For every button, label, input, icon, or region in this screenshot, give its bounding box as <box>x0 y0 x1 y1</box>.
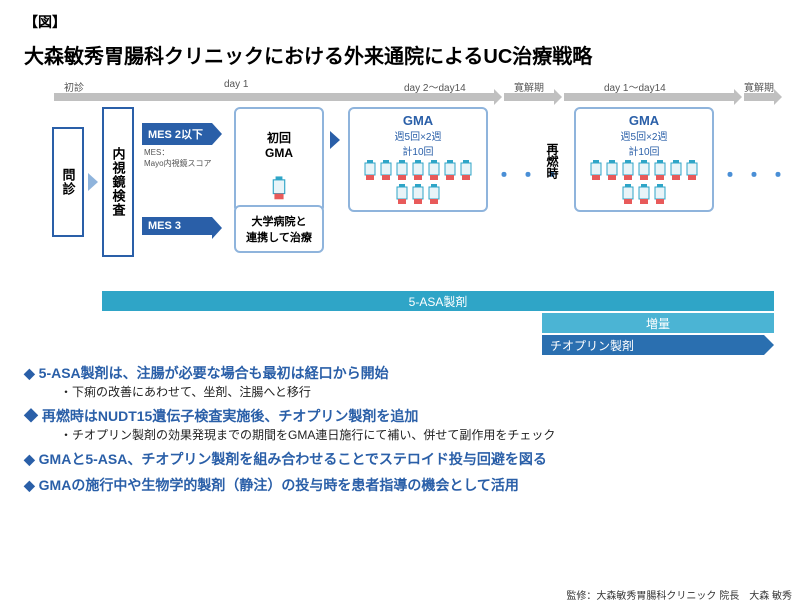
relapse-label: 再燃時 <box>544 143 561 179</box>
box-gma-1: GMA 週5回×2週 計10回 <box>348 107 488 212</box>
filter-icon <box>669 160 683 182</box>
timeline: 初診 day 1 day 2〜day14 寛解期 day 1〜day14 寛解期 <box>24 81 786 99</box>
bar-increase: 増量 <box>542 313 774 333</box>
arrow-icon <box>88 173 98 191</box>
bar-5asa: 5-ASA製剤 <box>102 291 774 311</box>
mes-note: MES： Mayo内視鏡スコア <box>144 147 212 169</box>
gma-title: GMA <box>356 113 480 128</box>
filter-icon <box>589 160 603 182</box>
filter-icon <box>271 176 287 202</box>
dots-icon: ・・・ <box>720 159 792 188</box>
timeline-label: day 2〜day14 <box>404 79 466 94</box>
filter-icon <box>685 160 699 182</box>
timeline-arrow-icon <box>744 93 774 101</box>
filter-icon <box>459 160 473 182</box>
bullet-list: 5-ASA製剤は、注腸が必要な場合も最初は経口から開始下痢の改善にあわせて、坐剤… <box>24 363 786 495</box>
filter-row <box>356 160 480 206</box>
timeline-label: 寛解期 <box>744 79 774 94</box>
filter-icon <box>411 160 425 182</box>
filter-icon <box>363 160 377 182</box>
arrow-icon <box>330 131 340 149</box>
bullet-sub: 下痢の改善にあわせて、坐剤、注腸へと移行 <box>60 383 786 400</box>
filter-icon <box>621 160 635 182</box>
gma-sub2: 計10回 <box>356 143 480 158</box>
box-initial-gma: 初回 GMA <box>234 107 324 213</box>
filter-icon <box>427 160 441 182</box>
timeline-label: day 1〜day14 <box>604 79 666 94</box>
timeline-label: 寛解期 <box>514 79 544 94</box>
box-gma-2: GMA 週5回×2週 計10回 <box>574 107 714 212</box>
gma-sub1: 週5回×2週 <box>582 128 706 143</box>
box-naishikyo: 内視鏡検査 <box>102 107 134 257</box>
bullet-main: 5-ASA製剤は、注腸が必要な場合も最初は経口から開始 <box>24 363 786 383</box>
filter-icon <box>395 184 409 206</box>
filter-icon <box>411 184 425 206</box>
bullet-main: 再燃時はNUDT15遺伝子検査実施後、チオプリン製剤を追加 <box>24 406 786 426</box>
timeline-arrow-icon <box>504 93 554 101</box>
box-monshin: 問診 <box>52 127 84 237</box>
filter-icon <box>653 184 667 206</box>
credit-line: 監修：大森敏秀胃腸科クリニック 院長 大森 敏秀 <box>566 587 792 602</box>
medication-bars: 5-ASA製剤 増量 チオプリン製剤 <box>24 291 786 355</box>
figure-label: 【図】 <box>24 12 786 32</box>
tag-mes-high: MES 3 <box>142 217 212 235</box>
bullet-main: GMAと5-ASA、チオプリン製剤を組み合わせることでステロイド投与回避を図る <box>24 449 786 469</box>
gma-title: GMA <box>582 113 706 128</box>
filter-icon <box>443 160 457 182</box>
filter-icon <box>427 184 441 206</box>
initial-gma-label: 初回 GMA <box>242 129 316 160</box>
filter-icon <box>605 160 619 182</box>
filter-icon <box>637 184 651 206</box>
box-university: 大学病院と 連携して治療 <box>234 205 324 253</box>
timeline-arrow-icon <box>564 93 734 101</box>
timeline-label: 初診 <box>64 79 84 94</box>
filter-icon <box>637 160 651 182</box>
filter-icon <box>395 160 409 182</box>
filter-icon <box>653 160 667 182</box>
bar-thiopurine: チオプリン製剤 <box>542 335 764 355</box>
filter-row <box>582 160 706 206</box>
timeline-arrow-icon <box>54 93 494 101</box>
timeline-label: day 1 <box>224 79 248 90</box>
tag-mes-low: MES 2以下 <box>142 123 212 145</box>
page-title: 大森敏秀胃腸科クリニックにおける外来通院によるUC治療戦略 <box>24 40 786 69</box>
bullet-sub: チオプリン製剤の効果発現までの期間をGMA連日施行にて補い、併せて副作用をチェッ… <box>60 426 786 443</box>
gma-sub1: 週5回×2週 <box>356 128 480 143</box>
gma-sub2: 計10回 <box>582 143 706 158</box>
flowchart: 問診 内視鏡検査 MES 2以下 MES： Mayo内視鏡スコア MES 3 初… <box>24 107 786 287</box>
filter-icon <box>621 184 635 206</box>
filter-icon <box>379 160 393 182</box>
bullet-main: GMAの施行中や生物学的製剤（静注）の投与時を患者指導の機会として活用 <box>24 475 786 495</box>
